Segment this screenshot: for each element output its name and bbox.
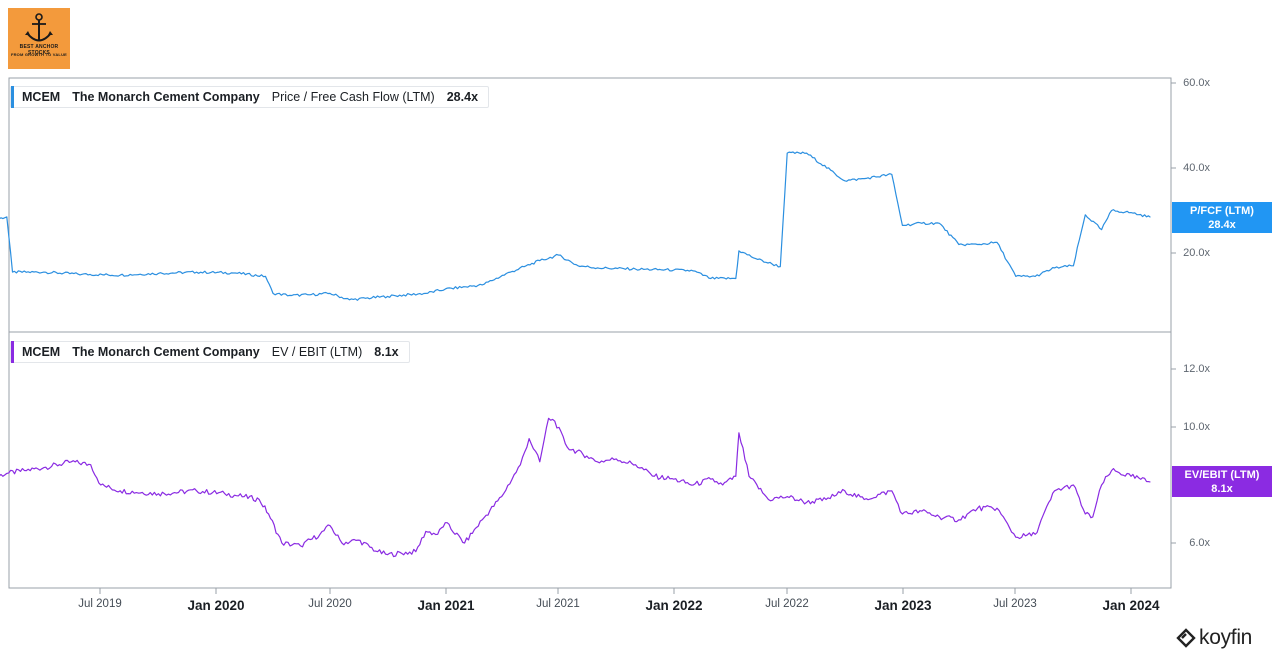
evebit-legend-value: 8.1x [374,345,399,359]
evebit-legend-swatch [11,341,14,363]
evebit-series-line [0,417,1151,558]
x-tick-jul-2020: Jul 2020 [308,598,352,610]
pfcf-badge-label: P/FCF (LTM) [1190,205,1254,217]
evebit-value-badge: EV/EBIT (LTM) 8.1x [1172,466,1272,497]
pfcf-pane-frame [8,77,1172,333]
x-tick-jan-2022: Jan 2022 [645,598,703,613]
pfcf-legend-swatch [11,86,14,108]
x-tick-jan-2021: Jan 2021 [417,598,475,613]
evebit-y-tick-10: 10.0x [1183,421,1210,433]
pfcf-y-tick-60: 60.0x [1183,77,1210,89]
pfcf-legend-company: The Monarch Cement Company [72,90,260,104]
pfcf-y-tick-40: 40.0x [1183,162,1210,174]
best-anchor-stocks-logo: BEST ANCHOR STOCKS FROM GROWTH TO VALUE [8,8,70,69]
x-tick-jan-2023: Jan 2023 [874,598,932,613]
evebit-legend-company: The Monarch Cement Company [72,345,260,359]
logo-subtitle: FROM GROWTH TO VALUE [10,52,68,57]
pfcf-legend-ticker: MCEM [22,90,61,104]
koyfin-brand: koyfin [1176,626,1252,650]
x-tick-jul-2022: Jul 2022 [765,598,809,610]
x-tick-jul-2023: Jul 2023 [993,598,1037,610]
x-tick-jan-2024: Jan 2024 [1102,598,1160,613]
evebit-pane-frame [8,331,1172,589]
evebit-y-tick-12: 12.0x [1183,363,1210,375]
pfcf-value-badge: P/FCF (LTM) 28.4x [1172,202,1272,233]
logo-title: BEST ANCHOR STOCKS [19,44,59,56]
koyfin-brand-text: koyfin [1199,626,1253,649]
koyfin-logo-icon [1176,628,1196,648]
evebit-legend-metric: EV / EBIT (LTM) [271,345,363,359]
evebit-legend-ticker: MCEM [22,345,61,359]
pfcf-legend: MCEM The Monarch Cement Company Price / … [10,86,490,108]
evebit-badge-value: 8.1x [1211,483,1233,495]
pfcf-legend-metric: Price / Free Cash Flow (LTM) [271,90,435,104]
x-tick-jul-2021: Jul 2021 [536,598,580,610]
anchor-icon [25,13,53,42]
x-tick-jan-2020: Jan 2020 [187,598,245,613]
evebit-legend: MCEM The Monarch Cement Company EV / EBI… [10,341,410,363]
pfcf-series-line [0,151,1151,301]
x-tick-jul-2019: Jul 2019 [78,598,122,610]
evebit-y-tick-6: 6.0x [1189,537,1210,549]
pfcf-badge-value: 28.4x [1208,219,1236,231]
pfcf-legend-value: 28.4x [446,90,479,104]
evebit-badge-label: EV/EBIT (LTM) [1184,469,1260,481]
pfcf-y-tick-20: 20.0x [1183,247,1210,259]
